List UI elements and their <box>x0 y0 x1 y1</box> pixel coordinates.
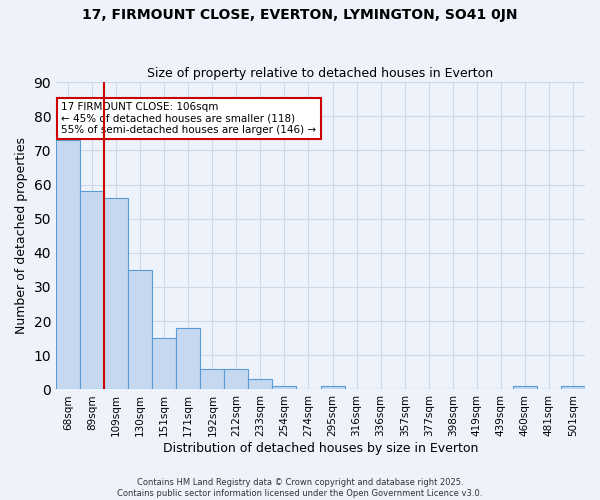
Bar <box>561 386 585 390</box>
X-axis label: Distribution of detached houses by size in Everton: Distribution of detached houses by size … <box>163 442 478 455</box>
Bar <box>104 198 128 390</box>
Y-axis label: Number of detached properties: Number of detached properties <box>15 138 28 334</box>
Title: Size of property relative to detached houses in Everton: Size of property relative to detached ho… <box>148 66 494 80</box>
Bar <box>248 379 272 390</box>
Bar <box>56 140 80 390</box>
Bar <box>200 369 224 390</box>
Text: 17, FIRMOUNT CLOSE, EVERTON, LYMINGTON, SO41 0JN: 17, FIRMOUNT CLOSE, EVERTON, LYMINGTON, … <box>82 8 518 22</box>
Bar <box>176 328 200 390</box>
Bar <box>152 338 176 390</box>
Bar <box>80 192 104 390</box>
Bar <box>128 270 152 390</box>
Bar <box>224 369 248 390</box>
Bar <box>272 386 296 390</box>
Bar <box>320 386 344 390</box>
Text: Contains HM Land Registry data © Crown copyright and database right 2025.
Contai: Contains HM Land Registry data © Crown c… <box>118 478 482 498</box>
Bar <box>513 386 537 390</box>
Text: 17 FIRMOUNT CLOSE: 106sqm
← 45% of detached houses are smaller (118)
55% of semi: 17 FIRMOUNT CLOSE: 106sqm ← 45% of detac… <box>61 102 316 135</box>
